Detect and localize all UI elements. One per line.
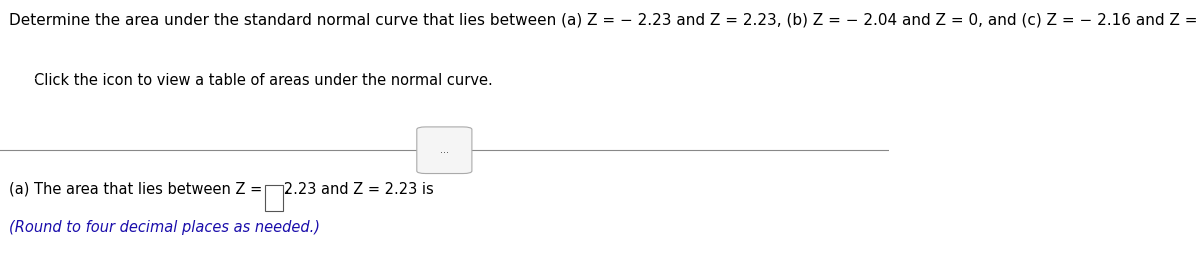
Text: .: . [284,181,289,196]
Text: Determine the area under the standard normal curve that lies between (a) Z = − 2: Determine the area under the standard no… [8,13,1200,28]
FancyBboxPatch shape [416,127,472,174]
Text: (a) The area that lies between Z = − 2.23 and Z = 2.23 is: (a) The area that lies between Z = − 2.2… [8,181,433,196]
Text: Click the icon to view a table of areas under the normal curve.: Click the icon to view a table of areas … [34,73,492,88]
Text: (Round to four decimal places as needed.): (Round to four decimal places as needed.… [8,220,320,235]
Text: ...: ... [440,145,449,155]
FancyBboxPatch shape [265,185,283,211]
